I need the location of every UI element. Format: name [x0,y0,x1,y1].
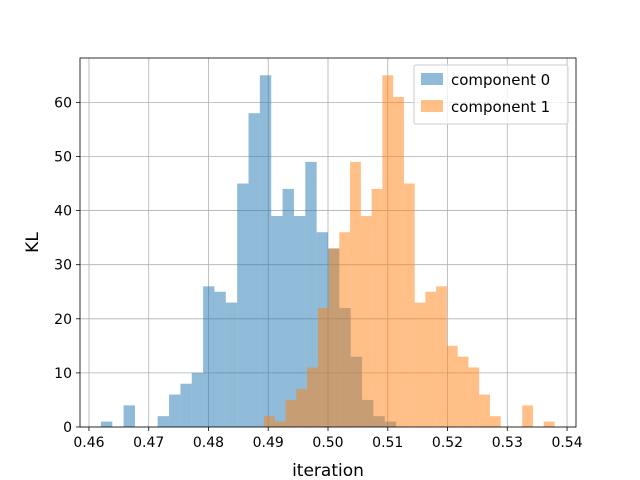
x-tick-label-1: 0.47 [133,435,164,451]
legend-label-component-1: component 1 [451,98,550,116]
bar-component-0-bin-10 [214,291,226,427]
bar-component-1-bin-13 [403,183,415,427]
y-tick-label-0: 0 [63,420,72,436]
bar-component-1-bin-14 [414,302,426,427]
bar-component-0-bin-12 [237,183,249,427]
bar-component-1-bin-26 [543,421,555,427]
x-tick-label-5: 0.51 [372,435,403,451]
histogram-bars [100,75,555,428]
x-tick-label-3: 0.49 [253,435,284,451]
y-tick-label-3: 30 [54,258,72,274]
y-tick-label-5: 50 [54,149,72,165]
y-axis-ticks: 0 10 20 30 40 50 60 [54,95,80,436]
bar-component-1-bin-2 [285,399,297,427]
bar-component-0-bin-8 [191,372,204,427]
bar-component-1-bin-3 [296,389,308,427]
bar-component-1-bin-15 [425,291,437,427]
x-tick-label-8: 0.54 [551,435,582,451]
bar-component-1-bin-9 [360,215,372,427]
bar-component-1-bin-5 [317,307,329,427]
legend-label-component-0: component 0 [451,71,550,89]
bar-component-0-bin-2 [123,405,135,427]
bar-component-1-bin-4 [307,367,318,427]
legend-box [413,64,569,125]
x-axis-ticks: 0.46 0.47 0.48 0.49 0.50 0.51 0.52 0.53 0.54 [73,427,583,451]
bar-component-0-bin-7 [180,383,192,427]
bar-component-1-bin-11 [382,75,394,427]
bar-component-0-bin-15 [271,215,283,427]
bar-component-0-bin-11 [225,302,238,427]
legend-swatch-component-0 [421,73,443,85]
bar-component-1-bin-16 [436,286,447,427]
y-tick-label-4: 40 [54,204,72,220]
bar-component-0-bin-5 [157,416,170,427]
bar-component-0-bin-14 [259,75,272,427]
legend-swatch-component-1 [421,100,443,112]
x-tick-label-6: 0.52 [432,435,463,451]
x-tick-label-0: 0.46 [73,435,104,451]
y-tick-label-6: 60 [54,95,72,111]
bar-component-1-bin-18 [457,356,469,427]
bar-component-1-bin-12 [393,96,404,428]
bar-component-0-bin-18 [305,161,317,427]
bar-component-0-bin-9 [203,286,215,427]
x-tick-label-7: 0.53 [492,435,523,451]
bar-component-0-bin-13 [248,113,260,427]
y-tick-label-1: 10 [54,366,72,382]
x-axis-title: iteration [292,461,364,480]
bar-component-1-bin-21 [489,416,501,427]
bar-component-1-bin-6 [328,248,340,427]
bar-component-0-bin-0 [100,421,113,427]
y-axis-title: KL [23,232,43,253]
bar-component-1-bin-19 [468,367,480,427]
bar-component-1-bin-20 [479,394,490,427]
bar-component-0-bin-16 [282,188,294,427]
bar-component-1-bin-7 [339,232,351,427]
bar-component-1-bin-17 [446,345,458,427]
x-tick-label-4: 0.50 [312,435,343,451]
y-tick-label-2: 20 [54,312,72,328]
legend: component 0 component 1 [413,64,569,125]
bar-component-0-bin-6 [169,394,181,427]
bar-component-1-bin-0 [264,416,275,427]
bar-component-0-bin-17 [293,215,306,427]
bar-component-1-bin-1 [274,421,286,427]
bar-component-1-bin-8 [350,161,361,427]
bar-component-1-bin-10 [371,188,383,427]
bar-component-1-bin-24 [522,405,533,427]
x-tick-label-2: 0.48 [193,435,224,451]
